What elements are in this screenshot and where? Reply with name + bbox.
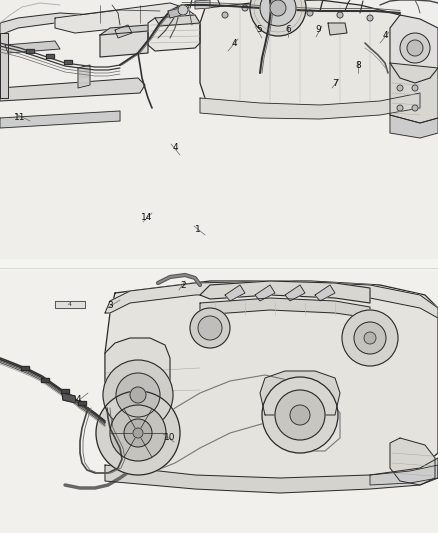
Polygon shape [105, 281, 438, 318]
Polygon shape [115, 25, 132, 38]
Polygon shape [21, 366, 29, 370]
Circle shape [242, 5, 248, 11]
Polygon shape [62, 393, 76, 403]
Polygon shape [200, 93, 420, 119]
Polygon shape [260, 371, 340, 415]
Polygon shape [55, 3, 195, 33]
Text: 8: 8 [355, 61, 361, 69]
Text: 4: 4 [75, 395, 81, 405]
Circle shape [397, 85, 403, 91]
Polygon shape [64, 60, 72, 64]
Polygon shape [46, 54, 54, 58]
Circle shape [412, 85, 418, 91]
Text: 10: 10 [164, 433, 176, 442]
Circle shape [222, 12, 228, 18]
Polygon shape [0, 78, 145, 101]
Circle shape [412, 105, 418, 111]
Polygon shape [55, 301, 85, 308]
Polygon shape [61, 389, 69, 393]
Text: 6: 6 [285, 26, 291, 35]
Polygon shape [200, 0, 425, 108]
Polygon shape [41, 378, 49, 382]
Text: 11: 11 [14, 114, 26, 123]
Circle shape [354, 322, 386, 354]
Text: 4: 4 [382, 31, 388, 41]
Circle shape [367, 15, 373, 21]
Polygon shape [0, 13, 130, 35]
Circle shape [178, 5, 188, 15]
Circle shape [198, 316, 222, 340]
Text: 4: 4 [68, 303, 72, 308]
Polygon shape [105, 281, 438, 481]
Circle shape [96, 391, 180, 475]
Polygon shape [168, 8, 182, 18]
Polygon shape [328, 23, 347, 35]
Polygon shape [0, 0, 438, 258]
Polygon shape [26, 49, 34, 53]
Text: 2: 2 [180, 281, 186, 290]
Text: 1: 1 [195, 225, 201, 235]
Polygon shape [390, 115, 438, 138]
Polygon shape [100, 31, 148, 57]
Circle shape [250, 0, 306, 36]
Text: 7: 7 [332, 78, 338, 87]
Circle shape [342, 310, 398, 366]
Text: 4: 4 [231, 38, 237, 47]
Polygon shape [105, 458, 438, 493]
Circle shape [262, 377, 338, 453]
Circle shape [190, 308, 230, 348]
Polygon shape [390, 63, 438, 123]
Polygon shape [148, 15, 200, 51]
Polygon shape [200, 281, 370, 303]
Polygon shape [0, 111, 120, 128]
Polygon shape [0, 271, 438, 533]
Circle shape [260, 0, 296, 26]
Circle shape [130, 387, 146, 403]
Circle shape [103, 360, 173, 430]
Polygon shape [225, 285, 245, 301]
Circle shape [270, 0, 286, 16]
Polygon shape [255, 285, 275, 301]
Text: 3: 3 [107, 301, 113, 310]
Circle shape [133, 428, 143, 438]
Circle shape [116, 373, 160, 417]
Circle shape [397, 105, 403, 111]
Polygon shape [78, 401, 86, 405]
Circle shape [364, 332, 376, 344]
Polygon shape [155, 15, 200, 26]
Text: 9: 9 [315, 26, 321, 35]
Polygon shape [105, 338, 170, 451]
Polygon shape [200, 298, 370, 318]
Circle shape [275, 390, 325, 440]
Polygon shape [390, 15, 438, 83]
Text: 4: 4 [172, 143, 178, 152]
Circle shape [407, 40, 423, 56]
Circle shape [110, 405, 166, 461]
Polygon shape [5, 41, 60, 53]
Circle shape [400, 33, 430, 63]
Polygon shape [370, 465, 438, 485]
Text: 5: 5 [256, 26, 262, 35]
Polygon shape [315, 285, 335, 301]
Polygon shape [0, 33, 8, 98]
Polygon shape [285, 285, 305, 301]
Circle shape [337, 12, 343, 18]
Polygon shape [390, 438, 435, 485]
Circle shape [307, 10, 313, 16]
Polygon shape [100, 25, 148, 35]
Circle shape [124, 419, 152, 447]
Polygon shape [78, 65, 90, 88]
Polygon shape [195, 0, 210, 9]
Text: 14: 14 [141, 214, 153, 222]
Circle shape [290, 405, 310, 425]
